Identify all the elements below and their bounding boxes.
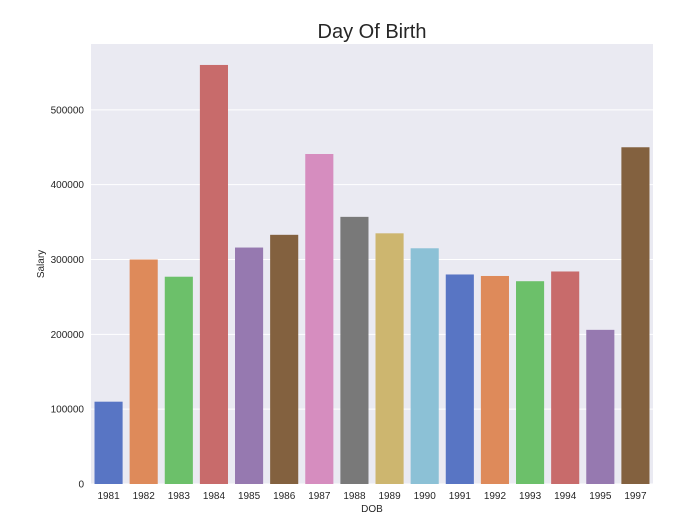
x-tick-labels: 1981 1982 1983 1984 1985 1986 1987 1988 1989 1990… — [97, 491, 647, 502]
x-tick-label: 1993 — [519, 491, 542, 502]
x-tick-label: 1992 — [484, 491, 507, 502]
bar-1981 — [94, 401, 123, 484]
bar-1984 — [199, 64, 228, 484]
bar-1982 — [129, 259, 158, 484]
y-tick-label: 400000 — [51, 180, 85, 191]
x-tick-label: 1985 — [238, 491, 261, 502]
x-tick-label: 1991 — [449, 491, 472, 502]
x-tick-label: 1990 — [414, 491, 437, 502]
y-tick-label: 0 — [78, 480, 84, 491]
x-tick-label: 1994 — [554, 491, 577, 502]
x-tick-label: 1983 — [168, 491, 191, 502]
bar-1989 — [375, 233, 404, 484]
y-tick-label: 300000 — [51, 255, 85, 266]
bar-1985 — [235, 247, 264, 484]
x-tick-label: 1981 — [97, 491, 120, 502]
bar-1993 — [516, 281, 545, 484]
x-tick-label: 1995 — [589, 491, 612, 502]
x-axis-label: DOB — [361, 504, 383, 515]
x-tick-label: 1988 — [343, 491, 366, 502]
x-tick-label: 1997 — [624, 491, 647, 502]
bar-1986 — [270, 234, 299, 484]
bar-1987 — [305, 154, 334, 484]
bars — [94, 64, 650, 484]
y-tick-label: 100000 — [51, 405, 85, 416]
bar-1994 — [551, 271, 580, 484]
x-tick-label: 1986 — [273, 491, 296, 502]
bar-1992 — [480, 275, 509, 484]
y-tick-label: 200000 — [51, 330, 85, 341]
bar-1990 — [410, 248, 439, 484]
bar-1995 — [586, 329, 615, 484]
y-tick-label: 500000 — [51, 105, 85, 116]
x-tick-label: 1989 — [378, 491, 401, 502]
x-tick-label: 1984 — [203, 491, 226, 502]
bar-1988 — [340, 216, 369, 484]
bar-1991 — [445, 274, 474, 484]
x-tick-label: 1987 — [308, 491, 331, 502]
y-axis-label: Salary — [36, 250, 47, 278]
chart-title: Day Of Birth — [318, 21, 427, 43]
bar-1997 — [621, 147, 650, 484]
x-tick-label: 1982 — [133, 491, 156, 502]
bar-1983 — [164, 276, 193, 484]
y-tick-labels: 0 100000 200000 300000 400000 500000 — [51, 105, 85, 490]
